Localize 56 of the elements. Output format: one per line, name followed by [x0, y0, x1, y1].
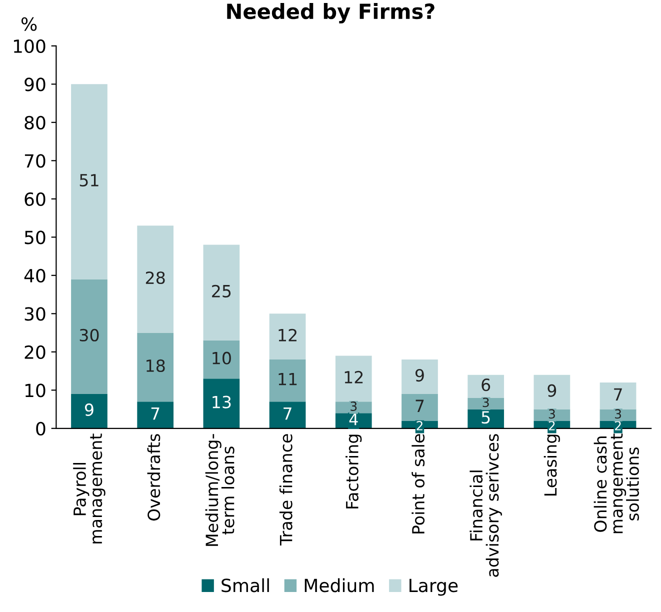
y-axis-title: % — [21, 17, 37, 31]
data-label: 30 — [80, 328, 99, 342]
data-label: 12 — [344, 370, 363, 384]
x-tick-label: Overdrafts — [147, 434, 160, 521]
data-label: 4 — [349, 414, 358, 426]
x-tick-label: Payroll management — [73, 434, 106, 544]
data-label: 2 — [548, 420, 555, 430]
y-tick-label: 100 — [14, 39, 46, 54]
data-label: 12 — [278, 328, 296, 342]
data-label: 6 — [482, 378, 490, 392]
data-label: 13 — [212, 396, 231, 408]
data-label: 51 — [80, 174, 98, 187]
y-tick-label: 90 — [24, 78, 46, 92]
data-label: 9 — [548, 384, 556, 397]
legend-label: Medium — [304, 578, 374, 592]
bar — [71, 279, 108, 394]
data-label: 7 — [151, 407, 160, 420]
y-tick-label: 60 — [24, 192, 46, 206]
y-tick-label: 50 — [24, 230, 46, 244]
bar — [71, 84, 108, 280]
data-label: 3 — [350, 402, 357, 411]
y-tick-label: 30 — [24, 307, 46, 321]
data-label: 18 — [146, 359, 165, 372]
x-tick-label: Factoring — [346, 434, 362, 508]
data-label: 11 — [278, 373, 297, 386]
legend-label: Large — [410, 578, 458, 596]
data-label: 5 — [482, 411, 490, 424]
y-tick-label: 20 — [24, 345, 46, 360]
bar — [137, 226, 174, 333]
x-tick-label: Medium/long- term loans — [205, 434, 234, 546]
bar — [203, 244, 240, 340]
data-label: 7 — [614, 388, 622, 400]
data-label: 2 — [416, 420, 422, 430]
x-tick-label: Point of sale — [412, 434, 425, 534]
x-tick-label: Financial advisory serivces — [470, 434, 502, 577]
data-label: 7 — [284, 407, 292, 420]
data-label: 10 — [212, 352, 231, 364]
data-label: 3 — [482, 398, 489, 408]
x-tick-label: Leasing — [544, 434, 560, 496]
data-label: 3 — [548, 409, 555, 419]
data-label: 3 — [615, 409, 622, 419]
y-tick-label: 40 — [24, 268, 46, 283]
legend-label: Small — [222, 578, 269, 592]
y-tick-label: 80 — [24, 116, 46, 130]
data-label: 7 — [416, 400, 424, 412]
x-tick-label: Trade finance — [279, 434, 292, 546]
data-label: 25 — [212, 284, 231, 298]
chart-title: Needed by Firms? — [227, 3, 434, 24]
y-tick-label: 0 — [36, 422, 46, 436]
data-label: 9 — [415, 368, 424, 382]
data-label: 2 — [614, 420, 621, 430]
y-tick-label: 70 — [24, 154, 46, 168]
data-label: 28 — [146, 271, 165, 284]
x-tick-label: Online cash mangement solutions — [594, 434, 639, 534]
y-tick-label: 10 — [25, 384, 46, 398]
data-label: 9 — [84, 403, 94, 416]
